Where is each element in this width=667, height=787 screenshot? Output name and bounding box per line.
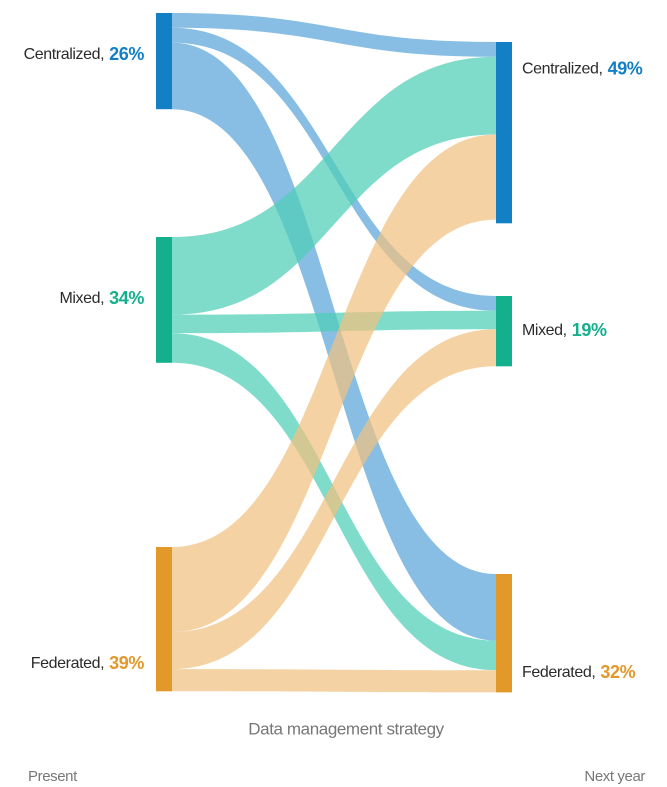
link bbox=[172, 13, 496, 57]
node-value: 26% bbox=[109, 44, 144, 64]
node bbox=[156, 13, 172, 110]
node-label: Centralized, 49% bbox=[522, 58, 643, 78]
nodes: Centralized, 26%Mixed, 34%Federated, 39%Cen… bbox=[24, 13, 643, 693]
node bbox=[496, 574, 512, 693]
node-label: Centralized, 26% bbox=[24, 44, 145, 64]
node-label: Mixed, 19% bbox=[522, 320, 607, 340]
right-label: Next year bbox=[584, 768, 645, 785]
node-name: Federated, bbox=[522, 664, 595, 681]
node-name: Centralized, bbox=[522, 61, 603, 78]
link bbox=[172, 669, 496, 693]
node bbox=[496, 42, 512, 224]
node-name: Federated, bbox=[31, 655, 104, 672]
node-value: 49% bbox=[608, 58, 643, 78]
node-value: 39% bbox=[109, 653, 144, 673]
chart-title: Data management strategy bbox=[248, 719, 444, 738]
node-name: Mixed, bbox=[59, 290, 104, 307]
node-name: Centralized, bbox=[24, 46, 105, 63]
node-value: 19% bbox=[572, 320, 607, 340]
node-value: 34% bbox=[109, 288, 144, 308]
node-label: Federated, 32% bbox=[522, 662, 636, 682]
node bbox=[496, 296, 512, 367]
left-label: Present bbox=[28, 768, 78, 785]
node bbox=[156, 237, 172, 363]
node bbox=[156, 547, 172, 692]
node-name: Mixed, bbox=[522, 322, 567, 339]
link bbox=[172, 56, 496, 315]
link bbox=[172, 310, 496, 334]
node-value: 32% bbox=[600, 662, 635, 682]
node-label: Mixed, 34% bbox=[59, 288, 144, 308]
links bbox=[172, 13, 496, 693]
node-label: Federated, 39% bbox=[31, 653, 145, 673]
link bbox=[172, 134, 496, 633]
link bbox=[172, 329, 496, 670]
